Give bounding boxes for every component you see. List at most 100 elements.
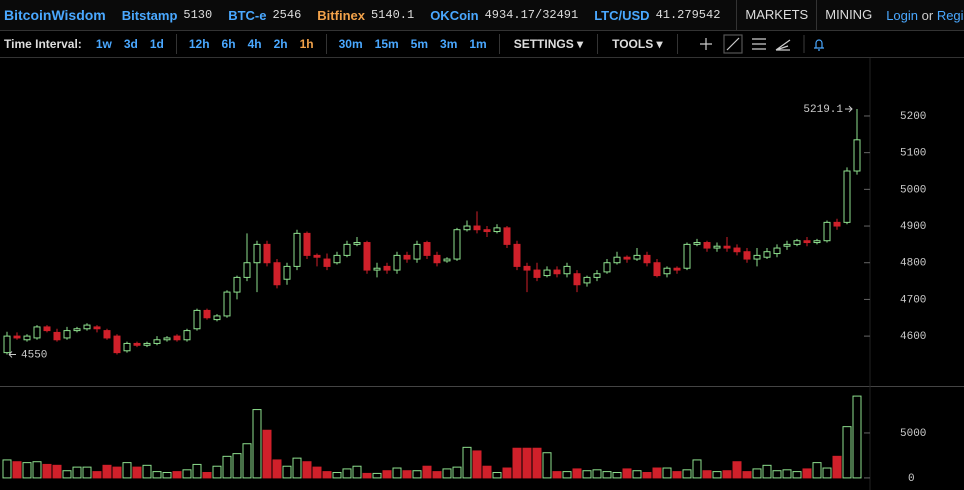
volume-bar bbox=[82, 466, 92, 479]
login[interactable]: Login bbox=[886, 7, 918, 23]
volume-bar bbox=[842, 426, 852, 479]
candle-body bbox=[453, 229, 461, 260]
volume-bar bbox=[672, 471, 682, 479]
candle-body bbox=[343, 243, 351, 256]
interval[interactable]: 1d bbox=[149, 37, 164, 51]
volume-bar bbox=[462, 446, 472, 479]
interval[interactable]: 15m bbox=[374, 37, 399, 51]
volume-bar bbox=[752, 468, 762, 479]
ticker-name[interactable]: Bitfinex bbox=[317, 7, 365, 23]
candle-body bbox=[713, 245, 721, 249]
interval[interactable]: 2h bbox=[273, 37, 288, 51]
candle-body bbox=[623, 256, 631, 260]
candle-body bbox=[173, 335, 181, 341]
candle-body bbox=[443, 258, 451, 262]
volume-bar bbox=[532, 447, 542, 479]
menu[interactable]: MINING bbox=[816, 0, 880, 30]
volume-bar bbox=[802, 468, 812, 479]
volume-bar bbox=[472, 450, 482, 479]
volume-bar bbox=[562, 471, 572, 479]
volume-bar bbox=[132, 466, 142, 479]
interval[interactable]: 1h bbox=[299, 37, 314, 51]
candle-body bbox=[43, 326, 51, 332]
candle-body bbox=[143, 342, 151, 346]
interval[interactable]: 3d bbox=[123, 37, 138, 51]
candle-body bbox=[93, 326, 101, 330]
crosshair-tool[interactable] bbox=[699, 38, 712, 50]
interval[interactable]: 3m bbox=[440, 37, 458, 51]
menu[interactable]: MARKETS bbox=[736, 0, 816, 30]
candle-body bbox=[573, 273, 581, 286]
interval[interactable]: 5m bbox=[410, 37, 429, 51]
settings[interactable]: SETTINGS ▾ bbox=[513, 37, 584, 51]
candle-body bbox=[233, 276, 241, 293]
ticker-name[interactable]: LTC/USD bbox=[594, 7, 650, 23]
interval[interactable]: 30m bbox=[338, 37, 363, 51]
interval[interactable]: 1m bbox=[469, 37, 487, 51]
candle-body bbox=[493, 227, 501, 233]
volume-bar bbox=[582, 470, 592, 479]
candle-body bbox=[533, 269, 541, 278]
candle-body bbox=[773, 247, 781, 255]
interval[interactable]: 1w bbox=[95, 37, 112, 51]
line-tool[interactable] bbox=[722, 34, 743, 54]
volume-bar bbox=[362, 472, 372, 479]
volume-bar bbox=[182, 469, 192, 479]
volume-bar bbox=[762, 464, 772, 479]
alert-tool[interactable] bbox=[813, 39, 824, 51]
candle-body bbox=[553, 269, 561, 275]
volume-bar bbox=[162, 472, 172, 479]
y-tick-label: 5100 bbox=[900, 148, 926, 160]
candle-body bbox=[523, 265, 531, 271]
y-tick-label: 4600 bbox=[900, 331, 926, 343]
volume-bar bbox=[572, 468, 582, 479]
fan-tool[interactable] bbox=[775, 39, 790, 51]
candle-body bbox=[193, 309, 201, 330]
register[interactable]: Regis bbox=[936, 7, 964, 23]
separator bbox=[175, 34, 177, 54]
candle-body bbox=[793, 240, 801, 245]
volume-bar bbox=[102, 464, 112, 479]
candle-body bbox=[13, 335, 21, 339]
volume-bar bbox=[712, 471, 722, 479]
volume-bar bbox=[422, 465, 432, 479]
y2-tick-label: 0 bbox=[908, 473, 915, 485]
ticker-price: 5140.1 bbox=[370, 7, 415, 22]
brand[interactable]: BitcoinWisdom bbox=[4, 7, 106, 23]
candle-body bbox=[203, 309, 211, 319]
candle-body bbox=[403, 254, 411, 260]
ticker-price: 2546 bbox=[272, 7, 302, 22]
candle-body bbox=[613, 256, 621, 264]
volume-bar bbox=[722, 470, 732, 479]
volume-bar bbox=[502, 467, 512, 479]
candle-body bbox=[383, 265, 391, 271]
interval[interactable]: 4h bbox=[247, 37, 262, 51]
candle-body bbox=[253, 243, 261, 264]
candle-body bbox=[603, 262, 611, 273]
volume-bar bbox=[232, 453, 242, 479]
tools[interactable]: TOOLS ▾ bbox=[612, 37, 663, 51]
candle-body bbox=[683, 243, 691, 269]
candle-body bbox=[223, 291, 231, 317]
ticker-name[interactable]: OKCoin bbox=[430, 7, 479, 23]
volume-bar bbox=[642, 472, 652, 479]
volume-bar bbox=[302, 461, 312, 479]
candle-body bbox=[123, 342, 131, 352]
volume-bar bbox=[222, 455, 232, 479]
candle-body bbox=[373, 267, 381, 271]
candle-body bbox=[213, 315, 221, 321]
volume-bar bbox=[212, 465, 222, 479]
candle-body bbox=[73, 328, 81, 332]
volume-bar bbox=[412, 470, 422, 479]
ticker-name[interactable]: BTC-e bbox=[228, 7, 267, 23]
settings-text: SETTINGS bbox=[513, 37, 574, 51]
candle-body bbox=[803, 240, 811, 244]
interval[interactable]: 6h bbox=[221, 37, 236, 51]
interval[interactable]: 12h bbox=[188, 37, 210, 51]
ticker-name[interactable]: Bitstamp bbox=[121, 7, 178, 23]
candle-body bbox=[3, 335, 11, 354]
low-label: 4550 bbox=[21, 349, 47, 361]
hline-tool[interactable] bbox=[751, 38, 766, 50]
candle-body bbox=[593, 273, 601, 278]
volume-bar bbox=[22, 462, 32, 479]
